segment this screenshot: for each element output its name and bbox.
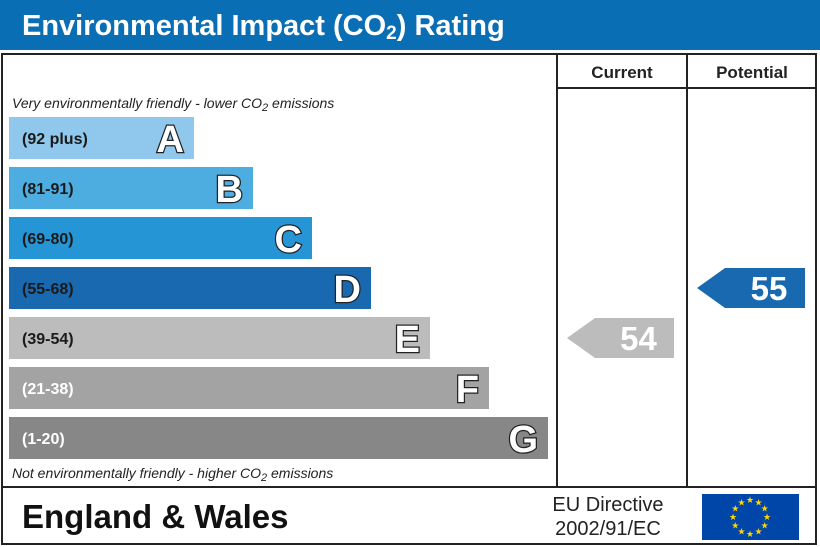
eu-star: ★ [737, 527, 745, 537]
header-bar [0, 0, 820, 50]
eu-star: ★ [729, 512, 737, 522]
eu-star: ★ [763, 512, 771, 522]
band-D [9, 267, 371, 309]
eu-star: ★ [754, 527, 762, 537]
eu-star: ★ [761, 521, 769, 531]
eu-star: ★ [731, 521, 739, 531]
column-header-current: Current [591, 63, 653, 82]
band-F-range: (21-38) [22, 381, 74, 398]
eu-star: ★ [731, 504, 739, 514]
eu-flag [702, 494, 799, 540]
band-E-range: (39-54) [22, 331, 74, 348]
eu-star: ★ [737, 497, 745, 507]
band-D-range: (55-68) [22, 281, 74, 298]
column-header-potential: Potential [716, 63, 788, 82]
directive-line-2: 2002/91/EC [555, 518, 661, 540]
band-C [9, 217, 312, 259]
band-D-letter: D [334, 269, 361, 311]
bottom-note: Not environmentally friendly - higher CO… [12, 465, 333, 484]
top-note: Very environmentally friendly - lower CO… [12, 95, 334, 114]
current-rating-value: 54 [620, 320, 657, 357]
eu-star: ★ [746, 495, 754, 505]
band-C-range: (69-80) [22, 231, 74, 248]
band-F [9, 367, 489, 409]
eu-star: ★ [754, 497, 762, 507]
band-B [9, 167, 253, 209]
rating-indicators: 54 55 [567, 268, 805, 358]
region-label: England & Wales [22, 498, 288, 535]
band-G-range: (1-20) [22, 431, 65, 448]
band-B-letter: B [216, 169, 243, 211]
band-C-letter: C [275, 219, 302, 261]
band-B-range: (81-91) [22, 181, 74, 198]
band-A [9, 117, 194, 159]
band-E [9, 317, 430, 359]
band-A-letter: A [157, 119, 184, 161]
potential-rating-value: 55 [751, 270, 788, 307]
directive-line-1: EU Directive [552, 494, 663, 516]
current-rating-arrow [567, 318, 674, 358]
eu-stars: ★ ★★★★★★★★★★★ [729, 495, 771, 539]
band-F-letter: F [456, 369, 479, 411]
band-G-letter: G [508, 419, 538, 461]
eu-star: ★ [761, 504, 769, 514]
eu-star: ★ [746, 529, 754, 539]
band-G [9, 417, 548, 459]
chart-frame [1, 53, 817, 545]
potential-rating-arrow [697, 268, 805, 308]
chart-title: Environmental Impact (CO2) Rating [22, 10, 505, 44]
band-E-letter: E [395, 319, 420, 361]
band-A-range: (92 plus) [22, 131, 88, 148]
rating-bands: (92 plus) A (81-91) B (69-80) C (55-68) D (39-54… [9, 117, 548, 462]
